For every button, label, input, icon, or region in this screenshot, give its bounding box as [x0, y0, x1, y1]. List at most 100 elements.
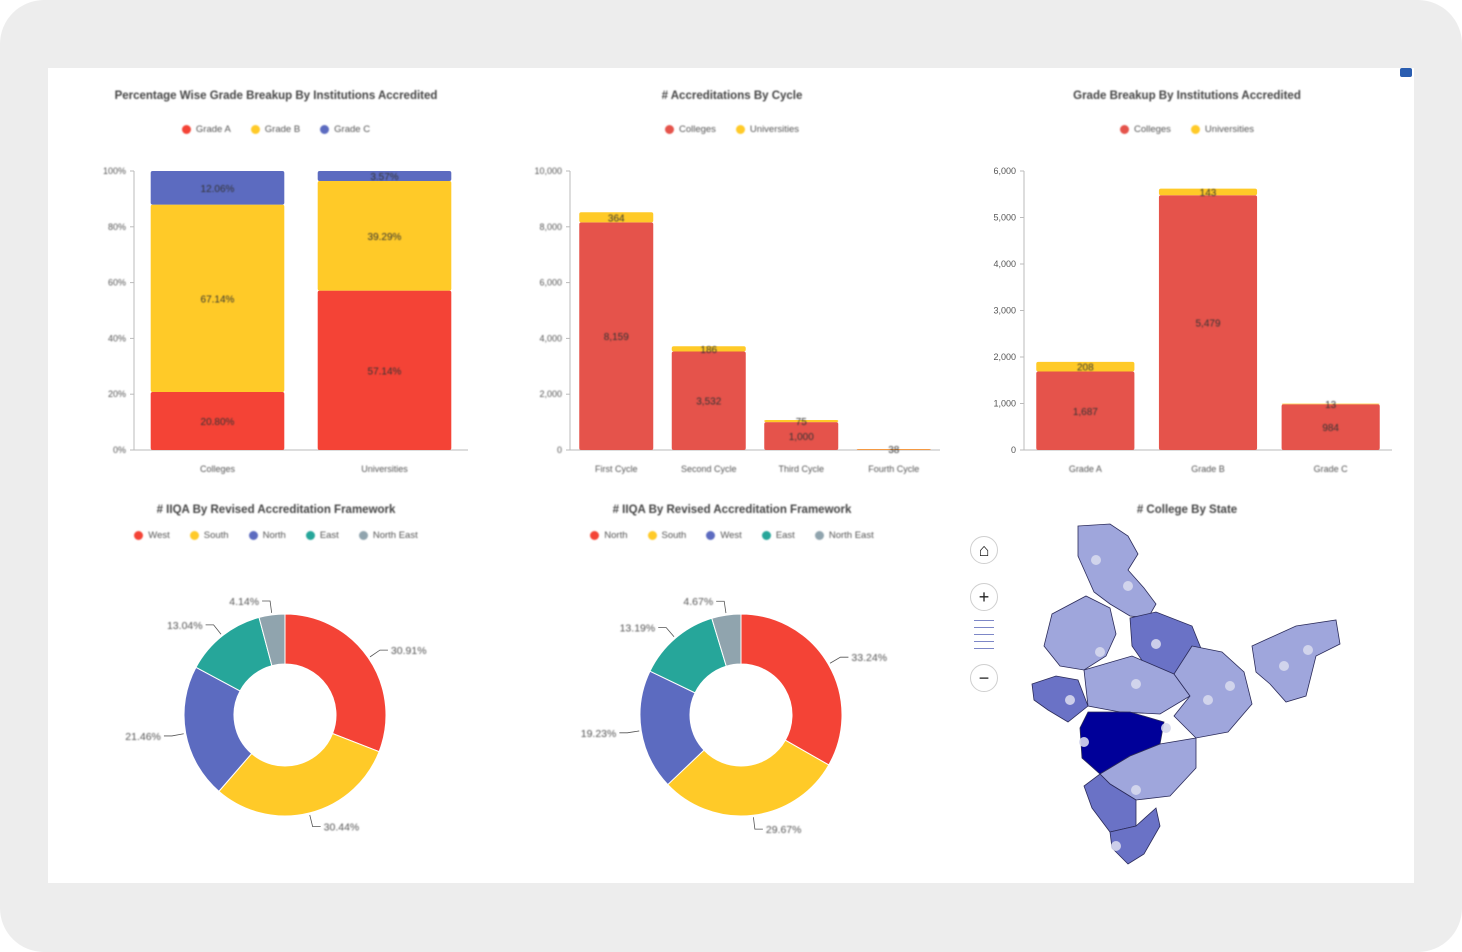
legend-label: South	[203, 530, 229, 541]
legend-item-north[interactable]: North	[248, 530, 286, 541]
legend-item-grade-b[interactable]: Grade B	[250, 124, 300, 135]
legend-label: Colleges	[678, 124, 716, 135]
legend-item-universities[interactable]: Universities	[1190, 124, 1254, 135]
donut-value-label: 13.04%	[167, 620, 203, 632]
bar-group-third-cycle[interactable]: 1,000 75	[764, 417, 839, 450]
chart-legend[interactable]: Colleges Universities	[960, 124, 1414, 135]
india-map[interactable]	[960, 496, 1414, 883]
bar-grade-b[interactable]	[317, 180, 452, 291]
donut-leader-line	[753, 817, 763, 830]
bar-universities[interactable]	[1158, 188, 1258, 196]
legend-item-west[interactable]: West	[134, 530, 170, 541]
legend-item-south[interactable]: South	[647, 530, 686, 541]
bar-universities[interactable]	[764, 420, 839, 423]
bar-universities[interactable]	[579, 212, 654, 223]
legend-dot	[590, 531, 600, 540]
bar-universities[interactable]	[1281, 403, 1380, 405]
bar-group-fourth-cycle[interactable]: 38	[856, 445, 931, 456]
bar-universities[interactable]	[856, 449, 931, 450]
zoom-in-button[interactable]: +	[970, 583, 998, 611]
donut-slice-south[interactable]	[667, 739, 830, 817]
bar-colleges[interactable]	[1158, 195, 1258, 450]
legend-item-east[interactable]: East	[761, 530, 795, 541]
legend-item-grade-a[interactable]: Grade A	[181, 124, 231, 135]
legend-item-grade-c[interactable]: Grade C	[320, 124, 370, 135]
bar-group-grade-b[interactable]: 5,479 143	[1158, 188, 1258, 450]
comment-icon[interactable]	[1400, 68, 1412, 77]
home-icon[interactable]: ⌂	[970, 536, 998, 564]
legend-item-north[interactable]: North	[590, 530, 628, 541]
chart-iiqa-donut-1: # IIQA By Revised Accreditation Framewor…	[48, 496, 504, 883]
donut-slice-west[interactable]	[284, 613, 387, 753]
donut-leader-line	[163, 733, 184, 737]
legend-dot	[1119, 125, 1129, 134]
bar-grade-a[interactable]	[317, 290, 452, 450]
bar-value-label: 5,479	[1195, 319, 1220, 330]
bar-group-universities[interactable]: 57.14% 39.29% 3.57%	[317, 171, 452, 450]
bar-universities[interactable]	[1036, 361, 1135, 372]
legend-dot	[358, 531, 368, 540]
bar-grade-c[interactable]	[317, 171, 452, 181]
legend-item-north-east[interactable]: North East	[358, 530, 418, 541]
donut-leader-line	[619, 730, 640, 734]
bar-grade-a[interactable]	[150, 391, 285, 450]
donut-slice-north-east[interactable]	[258, 613, 286, 667]
legend-item-north-east[interactable]: North East	[814, 530, 874, 541]
bar-value-label: 8,159	[604, 332, 629, 343]
y-tick-label: 80%	[108, 222, 126, 232]
bar-group-grade-c[interactable]: 984 13	[1281, 400, 1380, 450]
bar-grade-c[interactable]	[150, 171, 285, 205]
y-tick-label: 20%	[108, 389, 126, 399]
chart-plot: 0 1,000 2,000 3,000 4,000 5,000 6,000 1,687 208 G…	[993, 166, 1392, 474]
map-college-markers	[1065, 555, 1313, 851]
y-tick-label: 6,000	[539, 278, 562, 288]
y-tick-label: 100%	[103, 166, 126, 176]
donut-slice-north-east[interactable]	[711, 613, 742, 667]
donut-slice-north[interactable]	[183, 666, 253, 793]
bar-value-label: 364	[608, 213, 625, 224]
map-region-mainland[interactable]	[1031, 523, 1341, 865]
legend-label: Colleges	[1133, 124, 1171, 135]
donut-slice-south[interactable]	[218, 732, 380, 817]
bar-colleges[interactable]	[671, 351, 746, 450]
bar-colleges[interactable]	[1281, 404, 1380, 450]
legend-item-east[interactable]: East	[305, 530, 339, 541]
chart-title: # Accreditations By Cycle	[661, 90, 803, 102]
donut-leader-line	[658, 627, 675, 638]
legend-item-south[interactable]: South	[189, 530, 229, 541]
legend-item-colleges[interactable]: Colleges	[664, 124, 716, 135]
chart-legend[interactable]: Grade A Grade B Grade C	[48, 124, 504, 135]
zoom-slider[interactable]	[974, 620, 994, 655]
legend-label: Universities	[749, 124, 800, 135]
bar-universities[interactable]	[671, 346, 746, 352]
chart-accreditations-by-cycle: # Accreditations By Cycle Colleges Univer…	[504, 68, 960, 488]
bar-colleges[interactable]	[1036, 371, 1135, 450]
legend-item-west[interactable]: West	[706, 530, 742, 541]
zoom-out-button[interactable]: −	[970, 664, 998, 692]
state-northeast	[1251, 619, 1341, 703]
legend-label: North East	[828, 530, 874, 541]
bar-grade-b[interactable]	[150, 204, 285, 392]
donut-value-label: 4.14%	[229, 596, 259, 608]
bar-colleges[interactable]	[579, 222, 654, 450]
x-tick-label: Colleges	[200, 464, 236, 474]
y-tick-label: 5,000	[993, 213, 1016, 223]
bar-group-second-cycle[interactable]: 3,532 186	[671, 345, 746, 450]
x-tick-label: Second Cycle	[681, 464, 737, 474]
legend-dot	[647, 531, 657, 540]
donut-slice-north[interactable]	[740, 613, 843, 766]
y-tick-label: 0	[557, 445, 562, 455]
legend-item-colleges[interactable]: Colleges	[1119, 124, 1171, 135]
legend-label: North	[262, 530, 286, 541]
bar-group-grade-a[interactable]: 1,687 208	[1036, 361, 1135, 450]
bar-colleges[interactable]	[764, 422, 839, 450]
legend-dot	[664, 125, 674, 134]
chart-legend[interactable]: Colleges Universities	[504, 124, 960, 135]
bar-group-first-cycle[interactable]: 8,159 364	[579, 212, 654, 450]
y-tick-label: 3,000	[993, 306, 1016, 316]
chart-legend[interactable]: West South North East North East	[48, 530, 504, 541]
chart-legend[interactable]: North South West East North East	[504, 530, 960, 541]
bar-group-colleges[interactable]: 20.80% 67.14% 12.06%	[150, 171, 285, 450]
x-tick-label: Fourth Cycle	[868, 464, 919, 474]
legend-item-universities[interactable]: Universities	[735, 124, 800, 135]
